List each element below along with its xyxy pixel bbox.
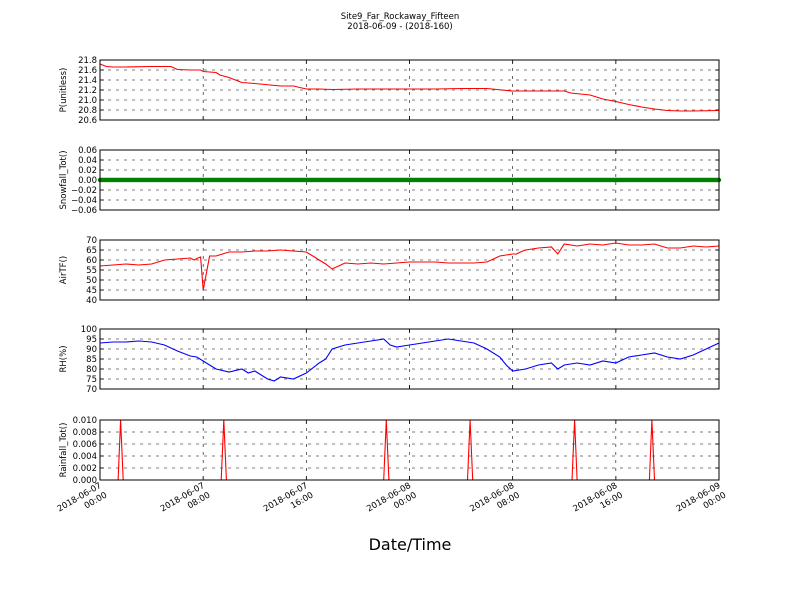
y-tick-label: 85 [86,355,97,365]
y-tick-label: 70 [86,236,97,246]
y-tick-label: 0.00 [78,176,97,186]
y-tick-label: 80 [86,365,97,375]
y-axis-label: Snowfall_Tot() [59,150,69,209]
y-axis-label: P(unitless) [59,68,69,113]
y-tick-label: 0.008 [73,428,97,438]
y-tick-label: −0.04 [71,196,97,206]
y-tick-label: 100 [81,325,97,335]
x-tick-label: 2018-06-0900:00 [675,481,728,524]
y-tick-label: 21.0 [78,96,97,106]
x-tick-label: 2018-06-0816:00 [572,481,625,524]
axes-frame [99,239,720,301]
y-tick-label: 40 [86,296,97,306]
y-tick-label: 75 [86,375,97,385]
y-tick-label: 65 [86,246,97,256]
axes-frame [99,59,720,121]
y-tick-label: 20.6 [78,116,97,126]
y-tick-label: 21.6 [78,66,97,76]
y-tick-label: 21.8 [78,56,97,66]
y-tick-label: 21.4 [78,76,97,86]
y-tick-label: 21.2 [78,86,97,96]
x-tick-label: 2018-06-0716:00 [262,481,315,524]
x-tick-labels: 2018-06-0700:00 2018-06-0708:00 2018-06-07… [56,481,728,524]
axes-frame [99,328,720,390]
y-tick-label: 0.000 [73,476,97,486]
y-tick-label: 95 [86,335,97,345]
y-tick-label: 55 [86,266,97,276]
panel-1: 20.620.821.021.221.421.621.8 P(unitless) [59,56,720,126]
axes-frame [99,419,720,481]
y-axis-label: AirTF() [59,256,69,284]
y-tick-label: 0.006 [73,440,97,450]
y-tick-label: 45 [86,286,97,296]
y-tick-label: 60 [86,256,97,266]
y-tick-label: 90 [86,345,97,355]
chart-title: Site9_Far_Rockaway_Fifteen [341,12,460,22]
y-tick-label: −0.02 [71,186,97,196]
x-tick-label: 2018-06-0800:00 [365,481,418,524]
y-tick-label: 70 [86,385,97,395]
x-tick-label: 2018-06-0700:00 [56,481,109,524]
axes-frame [99,149,720,211]
y-tick-label: −0.06 [71,206,97,216]
y-tick-label: 50 [86,276,97,286]
y-tick-label: 0.002 [73,464,97,474]
series-line [99,338,720,382]
y-tick-label: 0.02 [78,166,97,176]
panels: 20.620.821.021.221.421.621.8 P(unitless) −… [59,56,722,486]
y-tick-label: 20.8 [78,106,97,116]
x-tick-label: 2018-06-0808:00 [468,481,521,524]
series-line [99,242,720,291]
chart-subtitle: 2018-06-09 - (2018-160) [347,22,452,32]
panel-5: 0.000 0.002 0.004 0.006 0.008 0.010 Rainfall_T… [59,416,720,486]
y-tick-label: 0.06 [78,146,97,156]
y-axis-label: Rainfall_Tot() [59,423,69,478]
x-tick-label: 2018-06-0708:00 [159,481,212,524]
panel-2: −0.06−0.04−0.020.000.020.040.06 Snowfall_… [59,146,722,216]
y-tick-label: 0.04 [78,156,97,166]
y-axis-label: RH(%) [59,345,69,372]
y-tick-label: 0.010 [73,416,97,426]
y-tick-label: 0.004 [73,452,97,462]
x-axis-label: Date/Time [369,535,452,554]
series-line [99,63,720,112]
